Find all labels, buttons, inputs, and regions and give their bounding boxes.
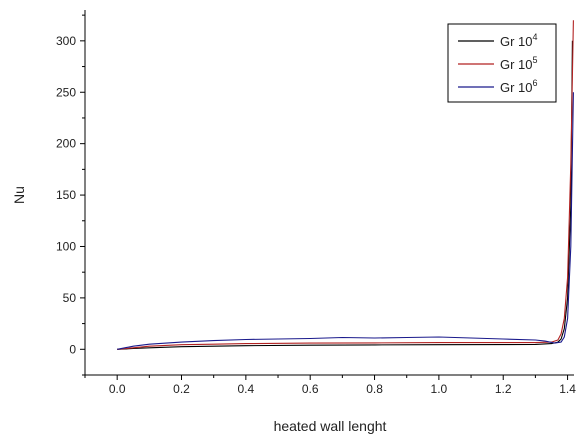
y-tick-label: 250 (56, 85, 76, 99)
y-tick-label: 300 (56, 34, 76, 48)
axes (84, 10, 574, 376)
x-tick-label: 0.0 (109, 382, 126, 396)
x-tick-label: 1.2 (495, 382, 512, 396)
legend: Gr 104 Gr 105 Gr 106 (447, 23, 557, 103)
series-line (117, 92, 574, 350)
y-axis-ticks: 0 50 100 150 200 250 300 (56, 14, 85, 376)
x-tick-label: 0.8 (366, 382, 383, 396)
series-line (117, 20, 574, 350)
x-tick-label: 1.4 (559, 382, 576, 396)
series-line (117, 40, 573, 350)
x-tick-label: 0.6 (302, 382, 319, 396)
x-axis-label: heated wall lenght (274, 418, 387, 434)
x-tick-label: 1.0 (431, 382, 448, 396)
y-axis-label: Nu (11, 186, 27, 204)
legend-label: Gr 104 (500, 32, 538, 49)
x-tick-label: 0.4 (238, 382, 255, 396)
legend-label: Gr 105 (500, 55, 538, 72)
x-axis-ticks: 0.0 0.2 0.4 0.6 0.8 1.0 1.2 1.4 (84, 375, 576, 396)
y-tick-label: 0 (69, 342, 76, 356)
series-lines (117, 20, 574, 350)
y-tick-label: 100 (56, 239, 76, 253)
legend-label: Gr 106 (500, 78, 538, 95)
x-tick-label: 0.2 (173, 382, 190, 396)
y-tick-label: 200 (56, 137, 76, 151)
legend-box (447, 23, 557, 103)
y-tick-label: 150 (56, 188, 76, 202)
y-tick-label: 50 (63, 291, 77, 305)
